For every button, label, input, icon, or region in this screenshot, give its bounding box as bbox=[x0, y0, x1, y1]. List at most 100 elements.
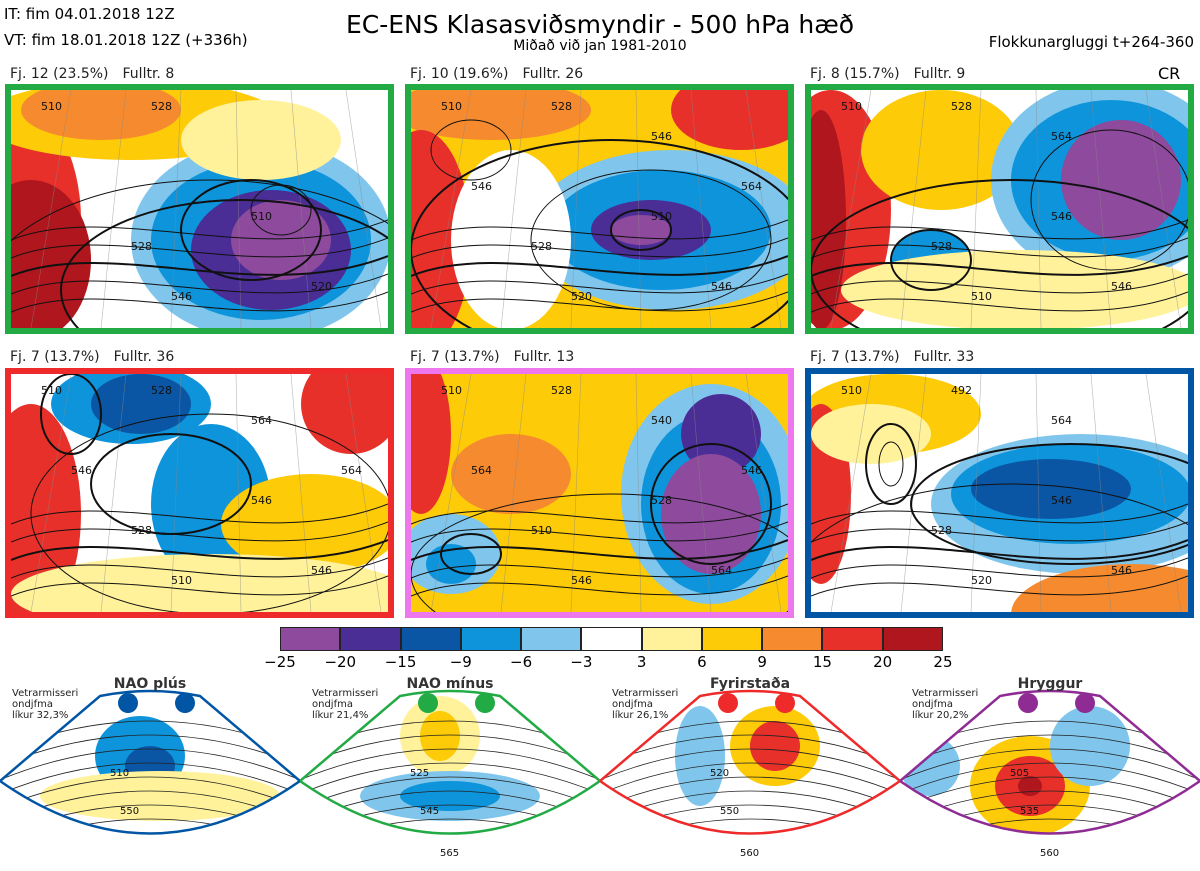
contour-label: 510 bbox=[441, 384, 462, 397]
graticule-line bbox=[30, 374, 72, 612]
height-contour bbox=[300, 762, 600, 799]
anomaly-shade bbox=[1018, 776, 1042, 796]
graticule-line bbox=[690, 374, 712, 612]
colorbar-swatch bbox=[882, 627, 943, 651]
graticule-line bbox=[290, 90, 312, 328]
height-contour bbox=[811, 503, 1188, 525]
contour-label: 528 bbox=[651, 494, 672, 507]
regime-note-line: líkur 20,2% bbox=[912, 710, 969, 721]
height-contour bbox=[11, 503, 388, 525]
height-contour bbox=[430, 119, 512, 181]
height-contour bbox=[600, 818, 900, 834]
graticule-line bbox=[345, 374, 382, 612]
height-contour bbox=[610, 209, 672, 251]
regime-note-line: Vetrarmisseri bbox=[312, 688, 379, 699]
height-contour bbox=[0, 832, 300, 834]
height-contour bbox=[878, 441, 904, 487]
anomaly-shade bbox=[411, 90, 591, 140]
anomaly-shade bbox=[21, 90, 181, 140]
map-canvas: 510 528 528 510 520 546 546 564 546 bbox=[411, 90, 788, 328]
graticule-line bbox=[1035, 374, 1042, 612]
contour-label: 546 bbox=[1051, 210, 1072, 223]
colorbar-swatch bbox=[762, 627, 823, 651]
contour-label: 564 bbox=[1051, 414, 1072, 427]
height-contour bbox=[811, 219, 1188, 241]
height-contour bbox=[11, 237, 388, 259]
weather-regimes: 510 550 NAO plús Vetrarmisseri ondjfma líkur … bbox=[0, 676, 1200, 871]
colorbar-swatch bbox=[280, 627, 341, 651]
initial-time: IT: fim 04.01.2018 12Z bbox=[4, 5, 175, 23]
colorbar-tick-label: 3 bbox=[636, 653, 647, 671]
cr-label: CR bbox=[1158, 64, 1181, 83]
height-contour bbox=[411, 255, 788, 277]
cluster-map-3: 510 528 528 546 510 546 564 bbox=[805, 84, 1194, 334]
height-contour bbox=[300, 818, 600, 834]
anomaly-shade bbox=[861, 90, 1021, 210]
contour-label: 546 bbox=[1051, 494, 1072, 507]
height-contour bbox=[411, 521, 788, 543]
anomaly-shade bbox=[181, 100, 341, 180]
height-contour bbox=[60, 199, 388, 328]
contour-label: 510 bbox=[531, 524, 552, 537]
map-canvas: 510 528 528 510 546 520 bbox=[11, 90, 388, 328]
colorbar-tick-label: 6 bbox=[697, 653, 707, 671]
colorbar-tick-label: −6 bbox=[510, 653, 533, 671]
graticule-line bbox=[500, 90, 527, 328]
representative-member: Fulltr. 33 bbox=[913, 349, 975, 365]
anomaly-shade bbox=[811, 404, 931, 464]
cluster-fraction: Fj. 12 (23.5%) bbox=[10, 66, 109, 82]
graticule-line bbox=[970, 90, 982, 328]
anomaly-shade bbox=[301, 374, 388, 454]
regime-note-line: Vetrarmisseri bbox=[912, 688, 979, 699]
contour-label: 535 bbox=[1020, 806, 1039, 817]
height-contour bbox=[11, 291, 388, 313]
regime-note-line: Vetrarmisseri bbox=[612, 688, 679, 699]
anomaly-shade bbox=[675, 706, 725, 806]
contour-label: 510 bbox=[171, 574, 192, 587]
height-contour bbox=[250, 184, 312, 236]
regime-marker-dot bbox=[418, 693, 438, 713]
contour-label: 528 bbox=[551, 100, 572, 113]
height-contour bbox=[0, 762, 300, 799]
contour-label: 546 bbox=[311, 564, 332, 577]
height-contour bbox=[11, 557, 388, 579]
contour-label: 520 bbox=[710, 768, 729, 779]
contour-label: 550 bbox=[720, 806, 739, 817]
height-contour bbox=[0, 776, 300, 813]
panel-label-5: Fj. 7 (13.7%) Fulltr. 13 bbox=[410, 349, 588, 365]
contour-label: 546 bbox=[71, 464, 92, 477]
colorbar-swatch bbox=[460, 627, 522, 651]
height-contour bbox=[811, 483, 1188, 544]
regime-marker-dot bbox=[718, 693, 738, 713]
regime-outline bbox=[300, 689, 600, 835]
cluster-fraction: Fj. 7 (13.7%) bbox=[410, 349, 500, 365]
regime-outline bbox=[0, 689, 300, 835]
colorbar-tick-label: −25 bbox=[264, 653, 296, 671]
contour-label: 528 bbox=[151, 384, 172, 397]
contour-label: 510 bbox=[110, 768, 129, 779]
anomaly-shade bbox=[611, 215, 671, 245]
regime-note-line: Vetrarmisseri bbox=[12, 688, 79, 699]
cluster-fraction: Fj. 7 (13.7%) bbox=[10, 349, 100, 365]
contour-label: 528 bbox=[531, 240, 552, 253]
height-contour bbox=[811, 539, 1188, 561]
contour-label: 510 bbox=[441, 100, 462, 113]
graticule-line bbox=[1145, 374, 1182, 612]
regime-outline bbox=[600, 689, 900, 835]
anomaly-shade bbox=[11, 180, 91, 328]
regime-note-line: ondjfma bbox=[12, 699, 53, 710]
graticule-line bbox=[830, 90, 872, 328]
panel-label-6: Fj. 7 (13.7%) Fulltr. 33 bbox=[810, 349, 988, 365]
colorbar-tick-label: −3 bbox=[570, 653, 593, 671]
graticule-line bbox=[235, 374, 242, 612]
regime-title: NAO plús bbox=[113, 676, 187, 692]
graticule-line bbox=[100, 90, 127, 328]
contour-label: 492 bbox=[951, 384, 972, 397]
height-contour bbox=[0, 748, 300, 785]
graticule-line bbox=[570, 90, 582, 328]
anomaly-shade bbox=[411, 374, 451, 514]
panel-label-3: Fj. 8 (15.7%) Fulltr. 9 bbox=[810, 66, 979, 82]
anomaly-shade bbox=[420, 711, 460, 761]
height-contour bbox=[300, 776, 600, 813]
regime-map: 510 550 bbox=[0, 689, 300, 835]
